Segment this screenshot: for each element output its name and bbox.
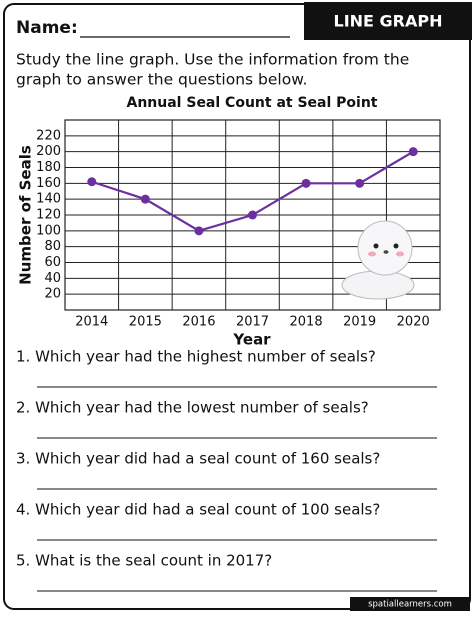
y-tick-label: 120 [36, 208, 61, 223]
instruction: graph to answer the questions below. [16, 71, 307, 89]
question: 3. Which year did had a seal count of 16… [16, 450, 380, 468]
y-tick-label: 40 [44, 271, 61, 286]
footer: spatiallearners.com [368, 600, 452, 610]
y-axis-label: Number of Seals [17, 145, 35, 285]
data-point [140, 194, 150, 204]
questions: 1. Which year had the highest number of … [16, 348, 437, 592]
y-tick-label: 100 [36, 223, 61, 238]
seal-illustration [341, 220, 415, 300]
chart-title: Annual Seal Count at Seal Point [127, 95, 378, 111]
x-tick-label: 2019 [343, 315, 376, 330]
y-tick-label: 140 [36, 192, 61, 207]
x-tick-label: 2018 [290, 315, 323, 330]
badge-box [304, 2, 472, 40]
question: 5. What is the seal count in 2017? [16, 552, 272, 570]
data-point [248, 210, 257, 220]
plot-border [64, 119, 441, 311]
y-tick-label: 220 [36, 128, 61, 143]
x-axis-label: Year [232, 331, 271, 349]
seal-nose [383, 250, 389, 254]
question: 1. Which year had the highest number of … [16, 348, 376, 366]
question: 4. Which year did had a seal count of 10… [16, 501, 380, 519]
seal-eye [393, 243, 399, 249]
y-tick-label: 20 [44, 287, 61, 302]
seal-head [357, 220, 413, 276]
x-tick-label: 2015 [129, 315, 162, 330]
x-tick-label: 2016 [182, 315, 215, 330]
x-tick-label: 2014 [75, 315, 108, 330]
seal-body [341, 270, 415, 300]
y-tick-label: 200 [36, 144, 61, 159]
name-label: Name: [16, 18, 78, 38]
data-point [355, 178, 365, 188]
y-tick-label: 80 [44, 239, 61, 254]
instruction: Study the line graph. Use the informatio… [16, 51, 409, 69]
x-tick-label: 2020 [397, 315, 430, 330]
question: 2. Which year had the lowest number of s… [16, 399, 369, 417]
badge: LINE GRAPH [334, 12, 443, 31]
seal-eye [373, 243, 379, 249]
x-tick-label: 2017 [236, 315, 269, 330]
data-point [301, 178, 311, 188]
seal-cheek [396, 251, 404, 257]
data-point [194, 226, 204, 236]
seal-cheek [368, 251, 376, 257]
y-tick-label: 180 [36, 160, 61, 175]
y-tick-label: 160 [36, 176, 61, 191]
y-tick-label: 60 [44, 255, 61, 270]
footer-box [350, 597, 470, 611]
page-border [3, 3, 471, 610]
data-point [87, 177, 97, 187]
data-point [408, 147, 418, 157]
